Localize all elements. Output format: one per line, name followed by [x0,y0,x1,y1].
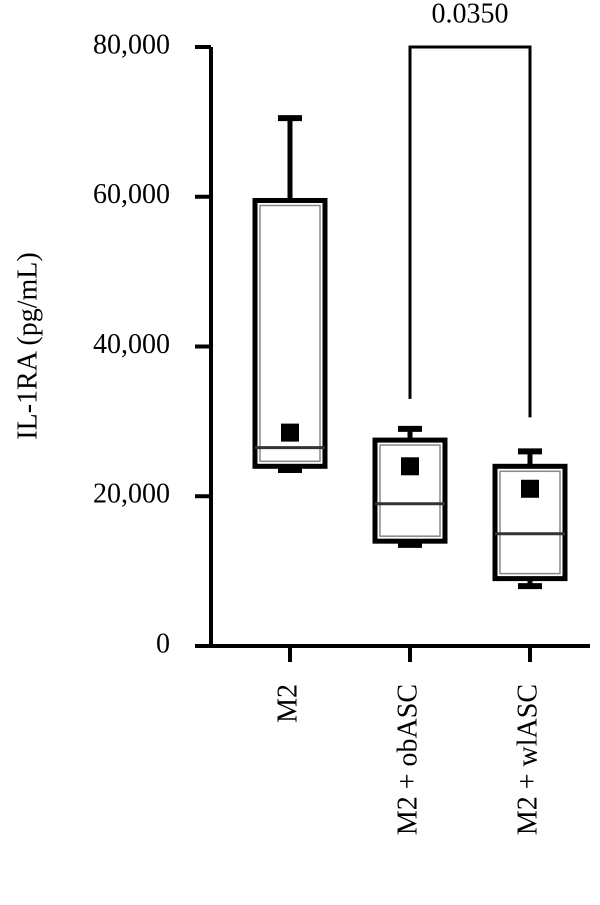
y-tick-label: 20,000 [93,479,170,510]
box [372,437,448,544]
mean [281,423,299,442]
y-tick-label: 60,000 [93,179,170,210]
x-tick-label: M2 [272,684,303,723]
box-inner [379,444,441,537]
box [252,197,328,469]
box-inner [259,204,321,463]
x-tick-label: M2 + wlASC [512,684,543,835]
y-tick-label: 80,000 [93,29,170,60]
mean [401,457,419,476]
x-tick-label: M2 + obASC [392,684,423,835]
box-inner [499,470,561,575]
y-axis-label: IL-1RA (pg/mL) [12,252,43,439]
significance-label: 0.0350 [432,0,509,29]
significance-bracket [408,45,532,418]
y-tick-label: 40,000 [93,329,170,360]
y-tick-label: 0 [156,628,170,659]
mean [521,479,539,498]
